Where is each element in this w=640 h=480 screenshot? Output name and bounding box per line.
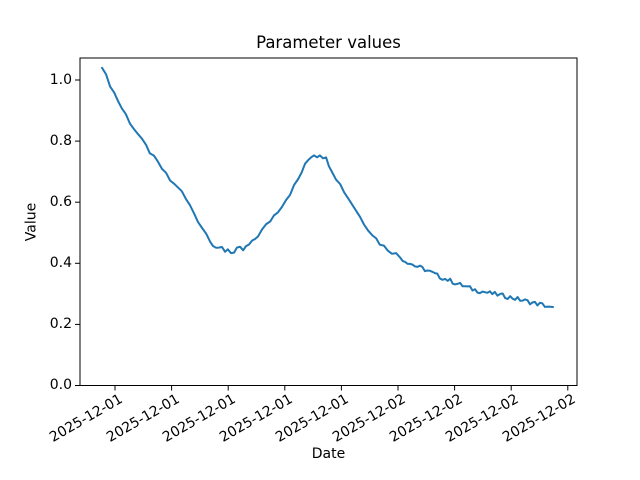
y-tick-label: 0.6 [49,193,72,210]
y-tick-label: 0.0 [49,377,72,393]
chart-title: Parameter values [256,33,401,52]
y-tick-label: 0.2 [49,315,72,332]
plot-border [79,57,578,386]
y-tick-label: 1.0 [49,71,72,88]
x-axis-label: Date [311,446,346,462]
y-tick-label: 0.8 [49,132,72,149]
data-line-series [101,66,554,308]
y-tick-label: 0.4 [49,254,72,271]
